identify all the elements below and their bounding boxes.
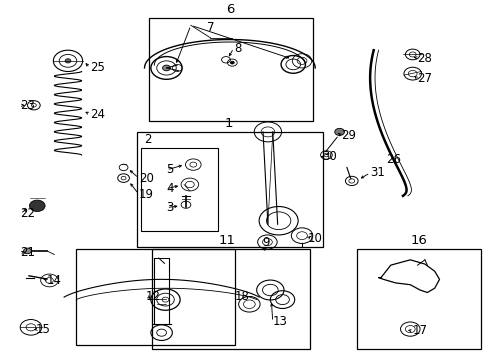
Circle shape	[29, 200, 45, 211]
Text: 25: 25	[90, 62, 104, 75]
Bar	[137, 132, 322, 247]
Text: 9: 9	[262, 236, 269, 249]
Text: 15: 15	[36, 323, 51, 336]
Text: 6: 6	[225, 4, 234, 17]
Text: 19: 19	[139, 188, 153, 201]
Text: 7: 7	[206, 21, 214, 33]
Text: 4: 4	[166, 182, 174, 195]
Text: 5: 5	[166, 163, 174, 176]
Circle shape	[230, 61, 234, 64]
Text: 30: 30	[322, 150, 337, 163]
Text: 1: 1	[224, 117, 233, 130]
Text: 20: 20	[139, 172, 153, 185]
Text: 10: 10	[307, 232, 322, 245]
Bar	[141, 148, 217, 231]
Text: 22: 22	[20, 207, 35, 220]
Text: 24: 24	[90, 108, 105, 121]
Text: 23: 23	[20, 99, 35, 112]
Text: 29: 29	[340, 129, 355, 142]
Text: 8: 8	[233, 41, 241, 55]
Text: 11: 11	[219, 234, 235, 247]
Bar	[152, 249, 310, 348]
Circle shape	[65, 59, 71, 63]
Text: 12: 12	[146, 289, 161, 302]
Text: 16: 16	[409, 234, 426, 247]
Text: 21: 21	[20, 246, 35, 259]
Bar	[149, 18, 312, 121]
Text: 3: 3	[166, 201, 174, 214]
Text: 18: 18	[234, 289, 249, 302]
Bar	[76, 249, 234, 345]
Bar	[356, 249, 480, 348]
Text: 26: 26	[385, 153, 400, 166]
Text: 17: 17	[412, 324, 427, 337]
Circle shape	[334, 129, 344, 135]
Text: 2: 2	[144, 133, 151, 146]
Circle shape	[23, 248, 31, 254]
Text: 13: 13	[272, 315, 287, 328]
Text: 27: 27	[417, 72, 432, 85]
Text: 14: 14	[47, 274, 62, 287]
Text: 31: 31	[369, 166, 385, 179]
Circle shape	[162, 65, 170, 71]
Text: 28: 28	[417, 51, 431, 64]
